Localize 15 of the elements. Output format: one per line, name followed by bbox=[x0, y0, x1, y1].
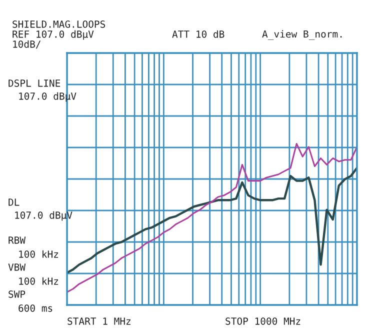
text: 100 kHz bbox=[19, 250, 58, 258]
text: 600 ms bbox=[18, 304, 52, 312]
text: SWP bbox=[8, 290, 26, 298]
text: ATT 10 dB bbox=[172, 30, 224, 38]
text: REF 107.0 dBµV bbox=[12, 30, 94, 40]
text: 100 kHz bbox=[19, 277, 58, 285]
text: DSPL LINE bbox=[8, 79, 60, 87]
text: A_view B_norm. bbox=[262, 30, 342, 40]
text: DL bbox=[8, 198, 20, 206]
text: RBW bbox=[8, 236, 26, 244]
text: STOP 1000 MHz bbox=[226, 317, 300, 325]
text: VBW bbox=[8, 264, 26, 271]
text: START 1 MHz bbox=[68, 317, 130, 325]
text: 10dB/ bbox=[13, 40, 41, 49]
text: SHIELD.MAG.LOOPS bbox=[12, 20, 106, 28]
